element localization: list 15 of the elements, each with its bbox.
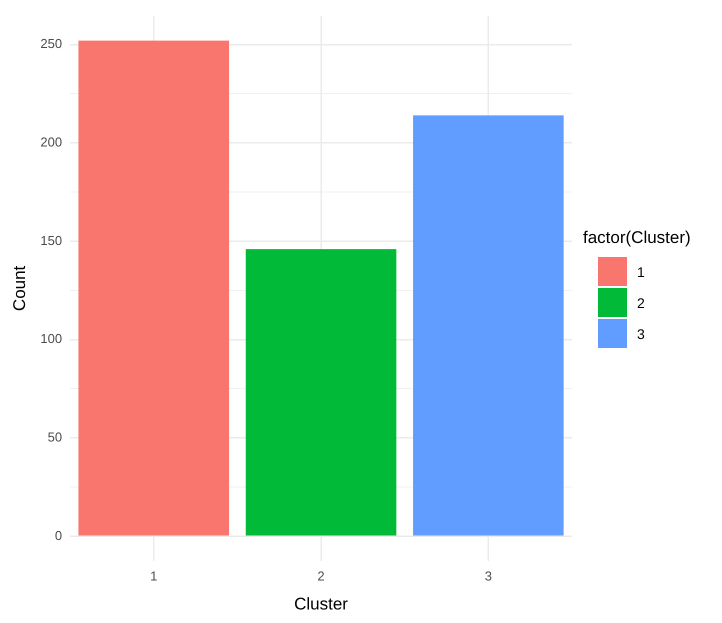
y-tick-label: 150 bbox=[40, 232, 62, 248]
y-axis-title: Count bbox=[10, 265, 29, 312]
y-tick-label: 250 bbox=[40, 36, 62, 52]
y-tick-label: 50 bbox=[48, 429, 62, 444]
legend-label: 3 bbox=[637, 326, 645, 342]
legend-label: 1 bbox=[637, 264, 645, 280]
x-tick-label: 1 bbox=[150, 568, 158, 584]
y-tick-label: 100 bbox=[40, 331, 62, 346]
x-tick-label: 2 bbox=[317, 568, 325, 584]
y-tick-label: 200 bbox=[40, 134, 62, 150]
y-tick-label: 0 bbox=[54, 528, 62, 543]
x-axis-title: Cluster bbox=[294, 594, 348, 614]
legend-label: 2 bbox=[637, 294, 645, 310]
legend-title: factor(Cluster) bbox=[583, 228, 691, 248]
x-tick-label: 3 bbox=[484, 568, 492, 584]
